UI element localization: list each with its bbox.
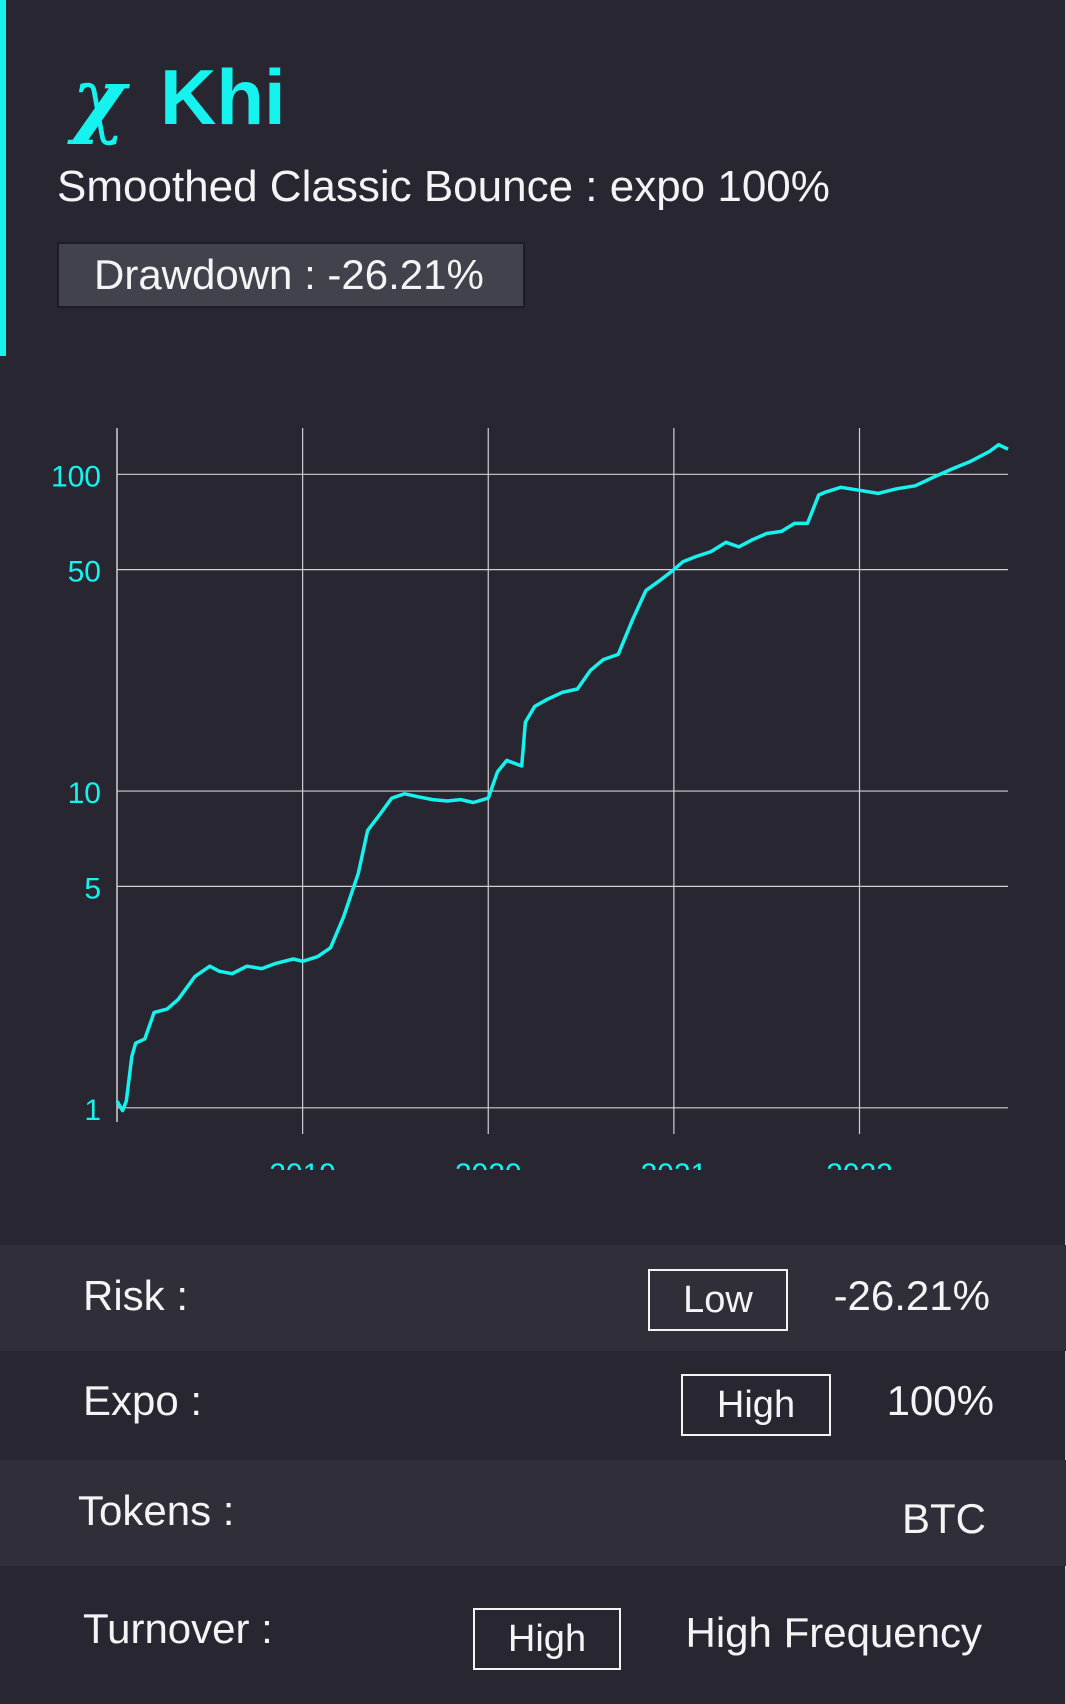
drawdown-label: Drawdown : -26.21% bbox=[94, 251, 484, 298]
series-line bbox=[115, 442, 1009, 1113]
expo-value: 100% bbox=[886, 1377, 994, 1424]
x-tick-labels: 2019 2020 2021 2022 bbox=[269, 1158, 893, 1170]
y-tick-label: 5 bbox=[84, 872, 101, 905]
expo-label: Expo : bbox=[83, 1377, 203, 1424]
series-lines bbox=[115, 442, 1009, 1113]
accent-bar bbox=[0, 0, 6, 356]
x-tick-label: 2022 bbox=[826, 1158, 893, 1170]
risk-label: Risk : bbox=[83, 1272, 188, 1319]
y-tick-label: 100 bbox=[51, 460, 101, 493]
y-gridlines bbox=[116, 428, 1008, 1122]
expo-badge: High bbox=[681, 1374, 831, 1436]
y-tick-label: 10 bbox=[68, 777, 101, 810]
risk-value: -26.21% bbox=[833, 1272, 990, 1319]
tokens-label: Tokens : bbox=[78, 1487, 235, 1534]
khi-logo-icon: χ bbox=[72, 51, 126, 147]
x-gridlines bbox=[302, 428, 861, 1134]
stat-row-risk: Risk : Low -26.21% bbox=[0, 1245, 1066, 1351]
risk-badge: Low bbox=[648, 1269, 788, 1331]
x-tick-label: 2019 bbox=[269, 1158, 336, 1170]
y-tick-labels: 1 5 10 50 100 bbox=[51, 460, 101, 1127]
x-tick-label: 2021 bbox=[641, 1158, 708, 1170]
turnover-label: Turnover : bbox=[83, 1605, 273, 1652]
stat-row-expo: Expo : High 100% bbox=[0, 1350, 1066, 1456]
y-tick-label: 50 bbox=[68, 556, 101, 589]
y-tick-label: 1 bbox=[84, 1094, 101, 1127]
tokens-value: BTC bbox=[902, 1495, 986, 1542]
strategy-title: Smoothed Classic Bounce : expo 100% bbox=[57, 162, 830, 211]
stat-row-turnover: Turnover : High High Frequency bbox=[0, 1580, 1066, 1686]
x-tick-label: 2020 bbox=[455, 1158, 522, 1170]
turnover-badge: High bbox=[473, 1608, 621, 1670]
performance-chart: 1 5 10 50 100 2019 2020 2021 2022 bbox=[51, 428, 1009, 1170]
turnover-value: High Frequency bbox=[685, 1609, 982, 1656]
brand-name: Khi bbox=[160, 53, 286, 141]
stat-row-tokens: Tokens : BTC bbox=[0, 1460, 1066, 1566]
drawdown-badge: Drawdown : -26.21% bbox=[57, 242, 525, 308]
